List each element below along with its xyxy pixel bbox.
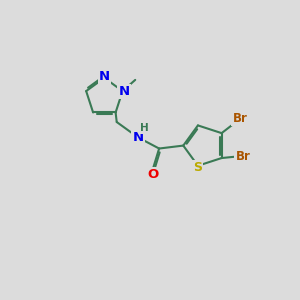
Text: N: N	[118, 85, 130, 98]
Text: S: S	[194, 161, 202, 174]
Text: Br: Br	[236, 150, 250, 163]
Text: O: O	[147, 168, 158, 181]
Text: H: H	[140, 123, 149, 133]
Text: Br: Br	[232, 112, 247, 125]
Text: N: N	[99, 70, 110, 83]
Text: N: N	[132, 131, 143, 144]
